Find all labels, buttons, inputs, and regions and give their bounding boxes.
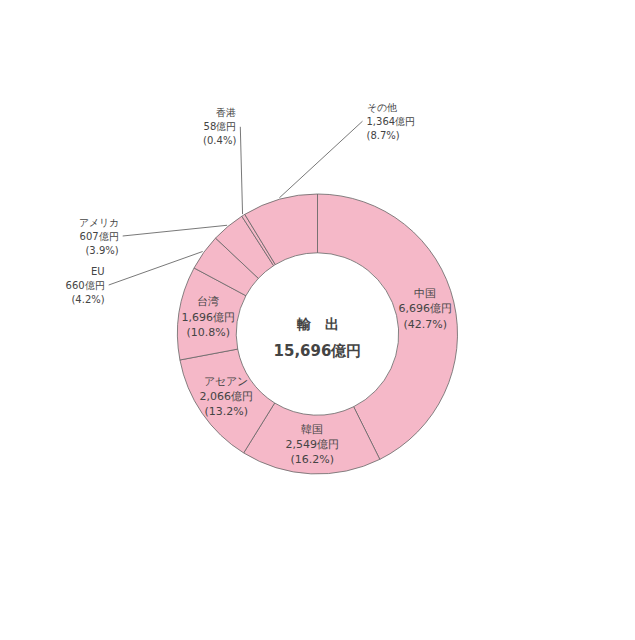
data-label: (13.2%)	[205, 405, 249, 418]
data-label: (16.2%)	[291, 453, 335, 466]
data-label: 1,696億円	[181, 311, 235, 324]
data-label: (10.8%)	[186, 326, 230, 339]
slice	[180, 349, 275, 453]
data-label: (3.9%)	[85, 245, 118, 256]
data-label: (0.4%)	[203, 135, 236, 146]
data-label: 中国	[414, 287, 436, 300]
data-label: 607億円	[80, 231, 119, 242]
data-label: 1,364億円	[367, 116, 416, 127]
data-label: アメリカ	[79, 217, 119, 228]
data-label: 6,696億円	[398, 302, 452, 315]
slices	[178, 194, 458, 474]
data-label: 2,549億円	[286, 438, 340, 451]
chart: 中国 6,696億円 (42.7%) 韓国 2,549億円 (16.2%) アセアン 2,06…	[0, 0, 635, 640]
data-label: 台湾	[197, 295, 219, 308]
leader-line	[279, 121, 362, 198]
data-label: 58億円	[204, 121, 237, 132]
data-label: (42.7%)	[403, 318, 447, 331]
data-label: 韓国	[301, 423, 323, 436]
subtitle: 15,696億円	[274, 342, 362, 360]
data-label: その他	[367, 102, 397, 113]
data-label: 2,066億円	[200, 390, 254, 403]
title: 輸 出	[296, 316, 339, 332]
data-label: 香港	[216, 107, 236, 118]
data-label: (4.2%)	[71, 294, 104, 305]
leader-line	[109, 251, 203, 285]
data-label: (8.7%)	[367, 130, 400, 141]
slice	[245, 194, 318, 265]
data-label: アセアン	[204, 375, 248, 388]
labels: 中国 6,696億円 (42.7%) 韓国 2,549億円 (16.2%) アセアン 2,06…	[66, 102, 452, 467]
data-label: 660億円	[66, 280, 105, 291]
data-label: EU	[91, 266, 105, 277]
leader-line	[240, 127, 242, 214]
leader-line	[123, 225, 227, 236]
